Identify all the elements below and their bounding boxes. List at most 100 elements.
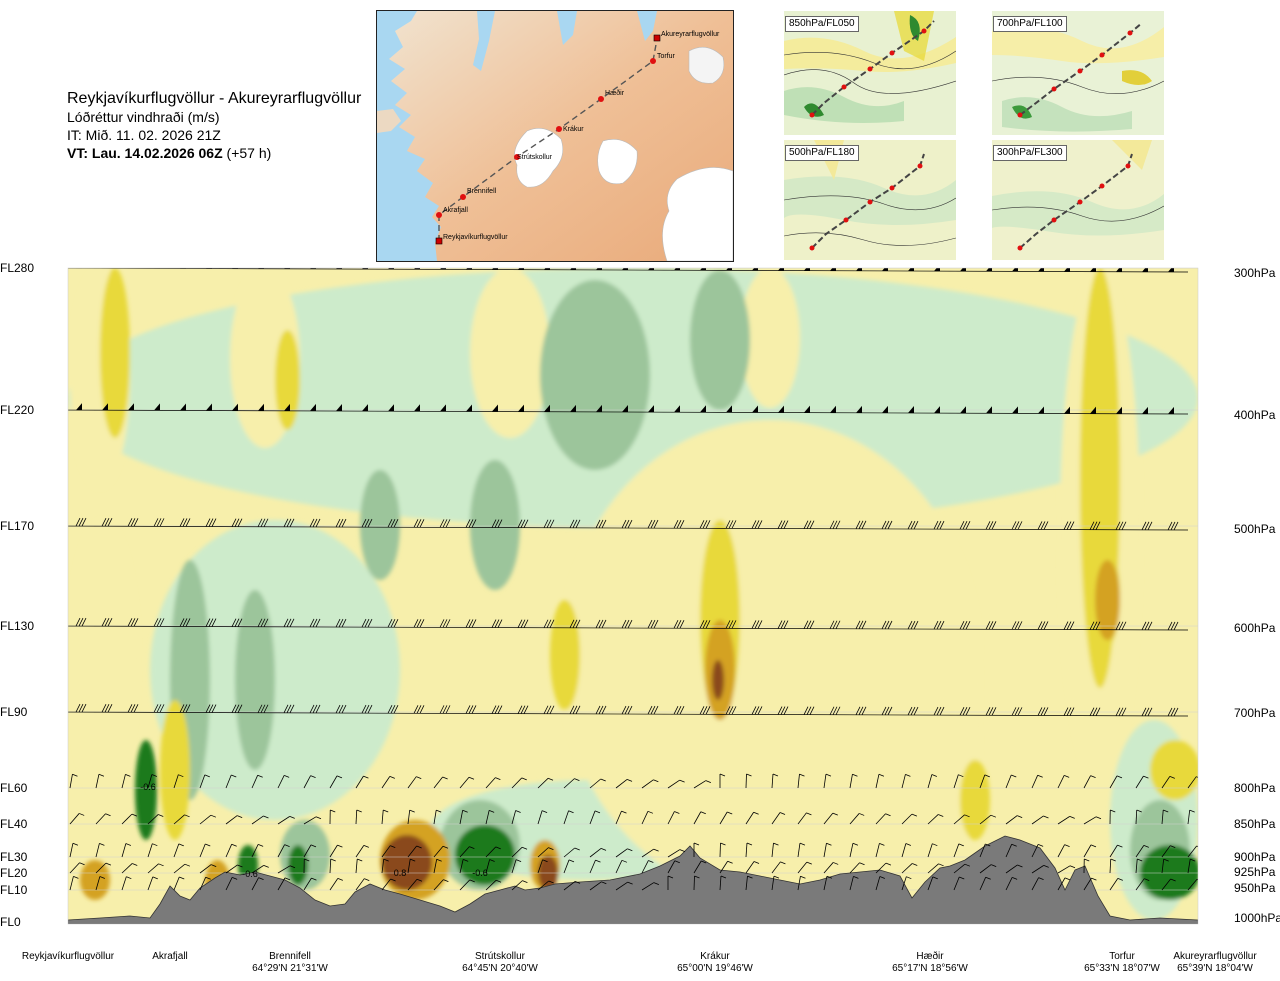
route-line: [438, 38, 658, 241]
wind-barb: [622, 268, 628, 271]
wind-barb: [849, 876, 859, 891]
route-title: Reykjavíkurflugvöllur - Akureyrarflugvöl…: [67, 90, 362, 107]
station-marker-akrafjall: [436, 212, 442, 218]
wind-barb: [1083, 858, 1090, 874]
wind-barb: [1187, 845, 1198, 858]
wind-barb: [121, 813, 138, 825]
wind-barb: [309, 518, 321, 528]
wind-barb: [257, 618, 269, 627]
route-point-coord: 65°00'N 19°46'W: [677, 963, 753, 974]
station-marker-strutskollur: [514, 154, 520, 160]
wind-barb: [75, 517, 87, 527]
wind-barb: [336, 404, 342, 412]
wind-barb: [1090, 268, 1096, 272]
wind-barb: [960, 406, 966, 414]
wind-barb: [855, 706, 867, 716]
wind-barb: [544, 268, 550, 270]
wind-barb: [1089, 707, 1101, 716]
wind-barb: [621, 705, 633, 715]
w-contour-region: [470, 268, 550, 438]
wind-barb: [335, 704, 347, 714]
wind-barb: [953, 774, 964, 789]
wind-barb: [225, 877, 238, 891]
wind-barb: [641, 848, 659, 858]
wind-barb: [225, 843, 237, 858]
right-axis-label: 900hPa: [1234, 850, 1276, 864]
w-contour-region: [275, 330, 300, 430]
wind-barb: [648, 405, 654, 413]
wind-barb: [361, 704, 373, 714]
wind-barb: [518, 268, 524, 270]
wind-barb: [102, 403, 108, 411]
wind-barb: [927, 814, 944, 825]
wind-barb: [719, 875, 727, 891]
wind-barb: [387, 619, 399, 628]
wind-barb: [127, 518, 139, 527]
wind-barb: [875, 773, 885, 789]
wind-barb: [1187, 858, 1196, 874]
wind-barb: [1011, 621, 1023, 630]
wind-barb: [1161, 878, 1176, 891]
wind-barb: [173, 814, 190, 825]
contour-value-label: -0.6: [472, 868, 488, 878]
route-point-coord: 64°29'N 21°31'W: [252, 963, 328, 974]
wind-barb: [569, 519, 581, 529]
wind-barb: [225, 815, 243, 825]
wind-barb: [1187, 809, 1195, 825]
wind-barb: [95, 813, 111, 825]
valid-time: VT: Lau. 14.02.2026 06Z (+57 h): [67, 144, 361, 162]
wind-barb: [719, 773, 726, 788]
wind-barb: [771, 812, 786, 825]
wind-barb: [413, 705, 425, 714]
route-point-label: Torfur 65°33'N 18°07'W: [1062, 951, 1182, 975]
left-axis-label: FL220: [0, 403, 34, 417]
wind-barb: [667, 860, 680, 874]
wind-barb: [725, 520, 737, 529]
route-point-name: Akrafjall: [152, 951, 188, 962]
route-point-label: Akureyrarflugvöllur 65°39'N 18°04'W: [1155, 951, 1275, 975]
wind-barb: [485, 777, 501, 789]
wind-barb: [329, 809, 336, 825]
wind-barb: [257, 518, 269, 527]
wind-barb: [693, 811, 706, 825]
wind-barb: [875, 813, 891, 825]
w-contour-region: [550, 600, 580, 710]
wind-barb: [335, 618, 347, 628]
wind-barb: [901, 876, 912, 891]
wind-barb: [927, 863, 944, 874]
right-axis-label: 800hPa: [1234, 781, 1276, 795]
wind-barb: [543, 619, 555, 628]
w-contour-region: [382, 835, 432, 890]
wind-barb: [205, 618, 217, 627]
wind-barb: [856, 405, 862, 413]
wind-barb: [251, 865, 269, 874]
wind-barb: [1063, 707, 1075, 716]
wind-barb: [648, 268, 654, 271]
w-contour-region: [100, 268, 130, 438]
w-contour-region: [960, 760, 990, 840]
wind-barb: [381, 845, 396, 858]
wind-barb: [69, 862, 85, 874]
wind-barb: [492, 268, 498, 270]
wind-barb: [849, 842, 859, 858]
wind-barb: [804, 268, 810, 271]
wind-barb: [875, 876, 886, 891]
wind-barb: [953, 863, 971, 874]
wind-barb: [1142, 268, 1148, 272]
wind-barb: [1167, 707, 1179, 717]
wind-barb: [335, 518, 347, 528]
wind-barb: [673, 620, 685, 629]
wind-barb: [589, 810, 601, 825]
left-axis-label: FL90: [0, 705, 28, 719]
panel-850-label: 850hPa/FL050: [785, 16, 859, 32]
wind-barb-line: [68, 625, 1189, 631]
wind-barb: [1135, 775, 1149, 789]
wind-barb: [277, 775, 290, 789]
right-axis-label: 600hPa: [1234, 621, 1276, 635]
wind-barb: [355, 775, 369, 789]
wind-barb: [1031, 815, 1049, 825]
wind-barb: [511, 880, 528, 891]
wind-barb: [803, 706, 815, 715]
wind-barb: [1057, 816, 1075, 825]
station-marker-torfur: [650, 58, 656, 64]
